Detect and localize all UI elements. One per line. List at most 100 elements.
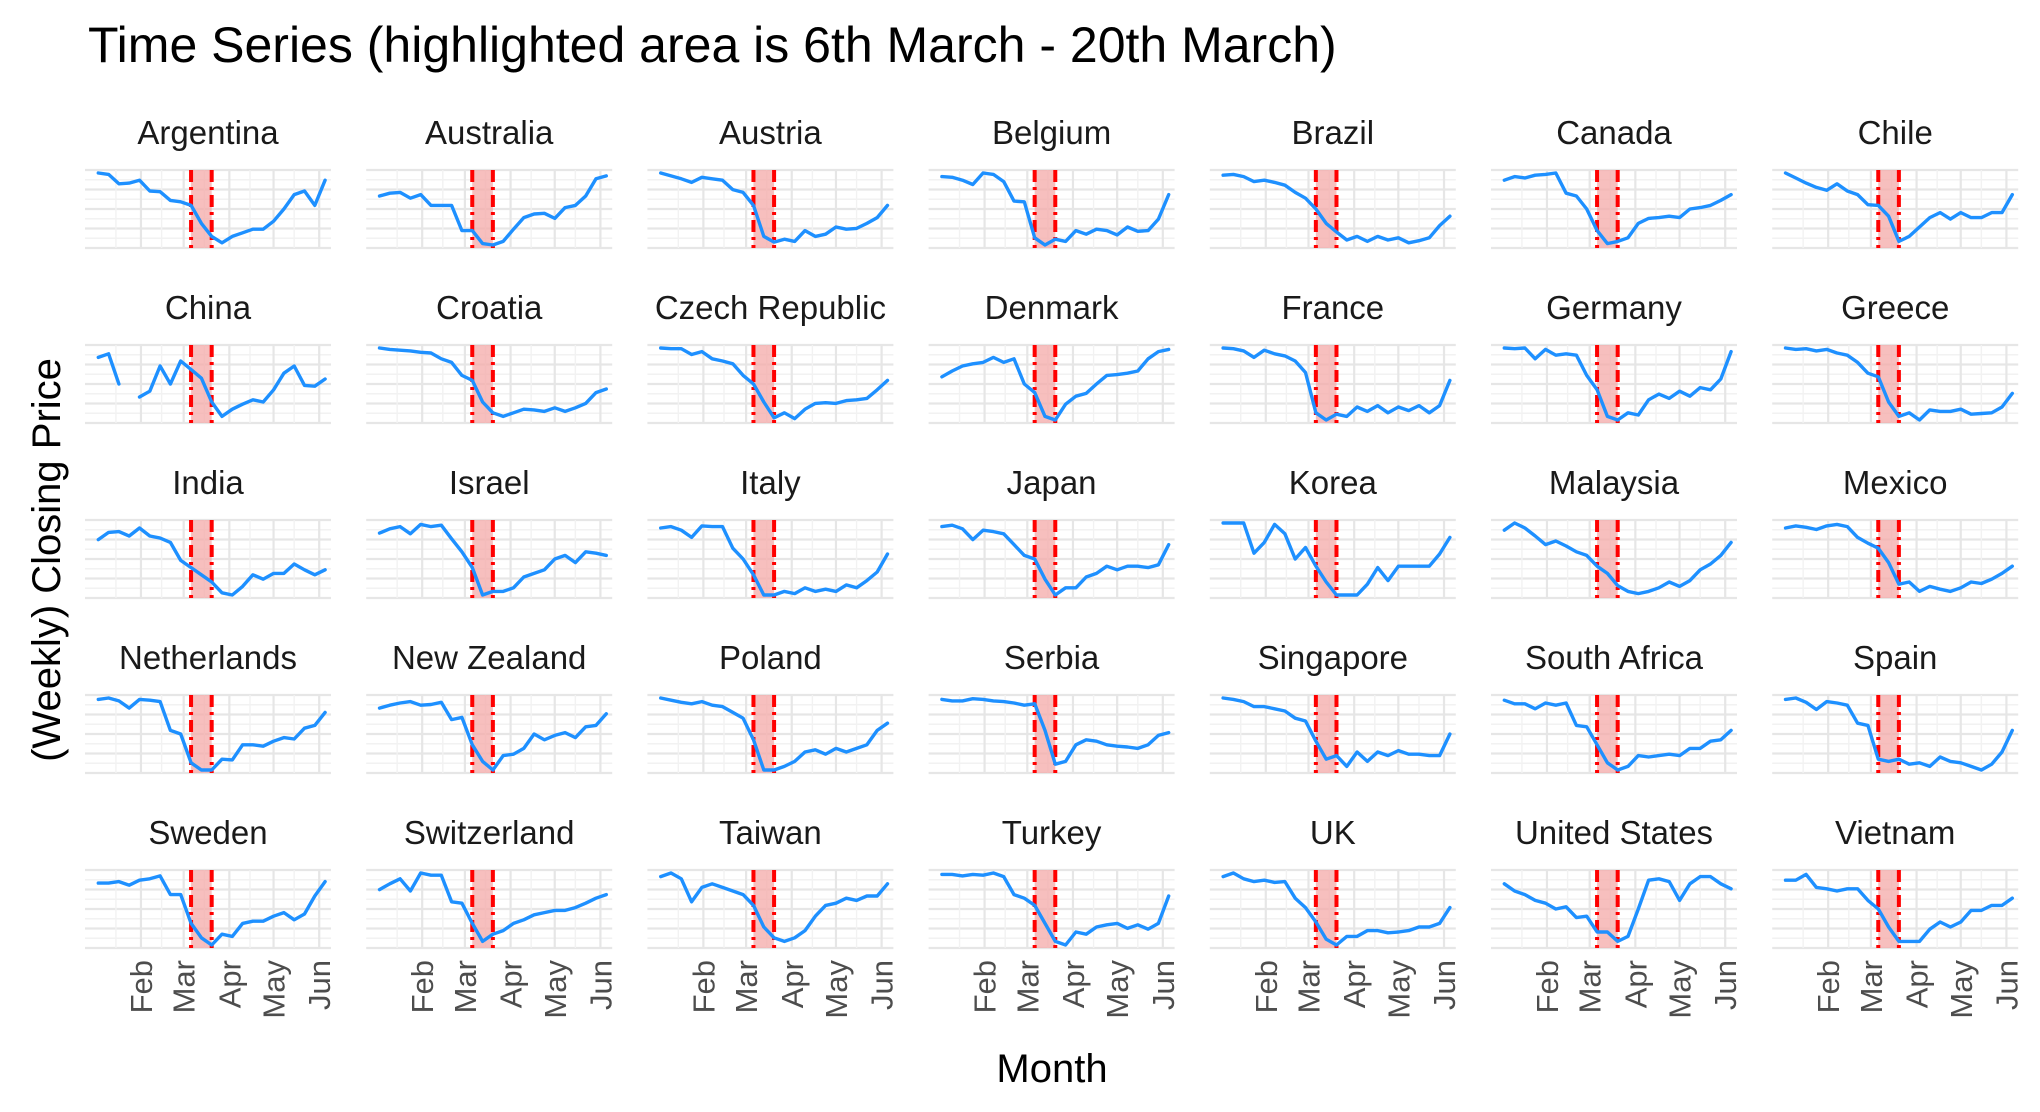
facet-label: Korea xyxy=(1289,464,1378,501)
facet-label: Czech Republic xyxy=(655,289,886,326)
series-line xyxy=(659,871,890,944)
highlight-band xyxy=(472,870,493,948)
facet-panel: Belgium xyxy=(928,114,1175,250)
highlight-band xyxy=(1878,345,1899,423)
facet-label: UK xyxy=(1310,814,1356,851)
facet-label: Japan xyxy=(1007,464,1097,501)
facet-panel: Japan xyxy=(928,464,1175,600)
series-line xyxy=(96,874,327,947)
facet-panel: Taiwan Feb Mar Apr May Jun xyxy=(647,814,900,1019)
highlight-band xyxy=(1878,695,1899,773)
facet-label: Mexico xyxy=(1843,464,1948,501)
series-line xyxy=(1783,696,2014,772)
series-line xyxy=(1783,522,2014,594)
x-tick-label: May xyxy=(1944,960,1979,1019)
highlight-band xyxy=(1034,520,1056,598)
facet-panel: China xyxy=(85,289,331,425)
series-line xyxy=(96,352,327,419)
facet-label: Canada xyxy=(1556,114,1672,151)
facet-label: Taiwan xyxy=(719,814,822,851)
facet-panel: Argentina xyxy=(85,114,331,250)
highlight-band xyxy=(753,170,775,248)
series-line xyxy=(1502,874,1733,944)
facet-label: Greece xyxy=(1841,289,1949,326)
x-tick-label: May xyxy=(257,960,292,1019)
x-tick-label: Feb xyxy=(1249,960,1284,1013)
highlight-band xyxy=(1315,170,1337,248)
x-tick-label: Jun xyxy=(1708,960,1743,1010)
series-line xyxy=(1221,172,1452,245)
facet-label: India xyxy=(172,464,244,501)
facet-panel: Canada xyxy=(1491,114,1737,250)
facet-label: Vietnam xyxy=(1835,814,1955,851)
highlight-band xyxy=(191,345,212,423)
series-line xyxy=(1502,171,1733,246)
y-axis-label: (Weekly) Closing Price xyxy=(25,358,69,762)
x-tick-label: Apr xyxy=(1056,960,1091,1008)
x-tick-label: Apr xyxy=(494,960,529,1008)
x-tick-label: Feb xyxy=(968,960,1003,1013)
facet-panel: Australia xyxy=(366,114,613,250)
highlight-band xyxy=(1878,520,1899,598)
highlight-band xyxy=(1034,170,1056,248)
highlight-band xyxy=(1597,870,1618,948)
facet-label: Austria xyxy=(719,114,822,151)
x-tick-label: Mar xyxy=(448,960,483,1013)
series-line xyxy=(96,696,327,772)
highlight-band xyxy=(1315,520,1337,598)
facet-label: South Africa xyxy=(1525,639,1704,676)
facet-label: Poland xyxy=(719,639,822,676)
x-tick-label: Feb xyxy=(124,960,159,1013)
chart-title: Time Series (highlighted area is 6th Mar… xyxy=(88,17,1337,73)
series-line xyxy=(377,174,608,247)
x-tick-label: Feb xyxy=(686,960,721,1013)
facet-label: Chile xyxy=(1858,114,1933,151)
facet-panel: Singapore xyxy=(1209,639,1456,775)
highlight-band xyxy=(753,695,775,773)
facet-panel: Denmark xyxy=(928,289,1175,425)
x-tick-label: May xyxy=(1381,960,1416,1019)
facet-panel: Italy xyxy=(647,464,894,600)
series-line xyxy=(1221,346,1452,422)
highlight-band xyxy=(472,170,493,248)
series-line xyxy=(940,523,1171,597)
highlight-band xyxy=(753,345,775,423)
facet-panel: Spain xyxy=(1772,639,2019,775)
x-axis-label: Month xyxy=(996,1047,1107,1091)
facet-label: Sweden xyxy=(148,814,267,851)
highlight-band xyxy=(753,520,775,598)
facet-panel: Germany xyxy=(1491,289,1737,425)
x-tick-label: May xyxy=(819,960,854,1019)
series-line xyxy=(659,696,890,772)
series-line xyxy=(1783,872,2014,944)
highlight-band xyxy=(191,695,212,773)
series-line xyxy=(659,171,890,244)
series-line xyxy=(659,346,890,421)
facet-label: France xyxy=(1281,289,1384,326)
series-line xyxy=(1221,521,1452,597)
series-line xyxy=(659,524,890,597)
facet-label: Brazil xyxy=(1292,114,1375,151)
facet-label: Switzerland xyxy=(404,814,575,851)
facet-panel: South Africa xyxy=(1491,639,1737,775)
facet-label: Belgium xyxy=(992,114,1111,151)
highlight-band xyxy=(191,520,212,598)
highlight-band xyxy=(1315,695,1337,773)
series-line xyxy=(1783,171,2014,244)
highlight-band xyxy=(472,345,493,423)
series-line xyxy=(1502,346,1733,422)
facet-label: China xyxy=(165,289,252,326)
facet-panel: Korea xyxy=(1209,464,1456,600)
highlight-band xyxy=(753,870,775,948)
x-tick-label: Jun xyxy=(302,960,337,1010)
series-line xyxy=(96,171,327,245)
facet-panel: UK Feb Mar Apr May Jun xyxy=(1209,814,1462,1019)
x-tick-label: Feb xyxy=(1811,960,1846,1013)
series-line xyxy=(1221,696,1452,769)
highlight-band xyxy=(1878,870,1899,948)
x-tick-label: Mar xyxy=(1573,960,1608,1013)
highlight-band xyxy=(472,520,493,598)
facet-panel: Chile xyxy=(1772,114,2019,250)
facet-panel: Switzerland Feb Mar Apr May Jun xyxy=(366,814,618,1019)
facet-label: Italy xyxy=(740,464,801,501)
